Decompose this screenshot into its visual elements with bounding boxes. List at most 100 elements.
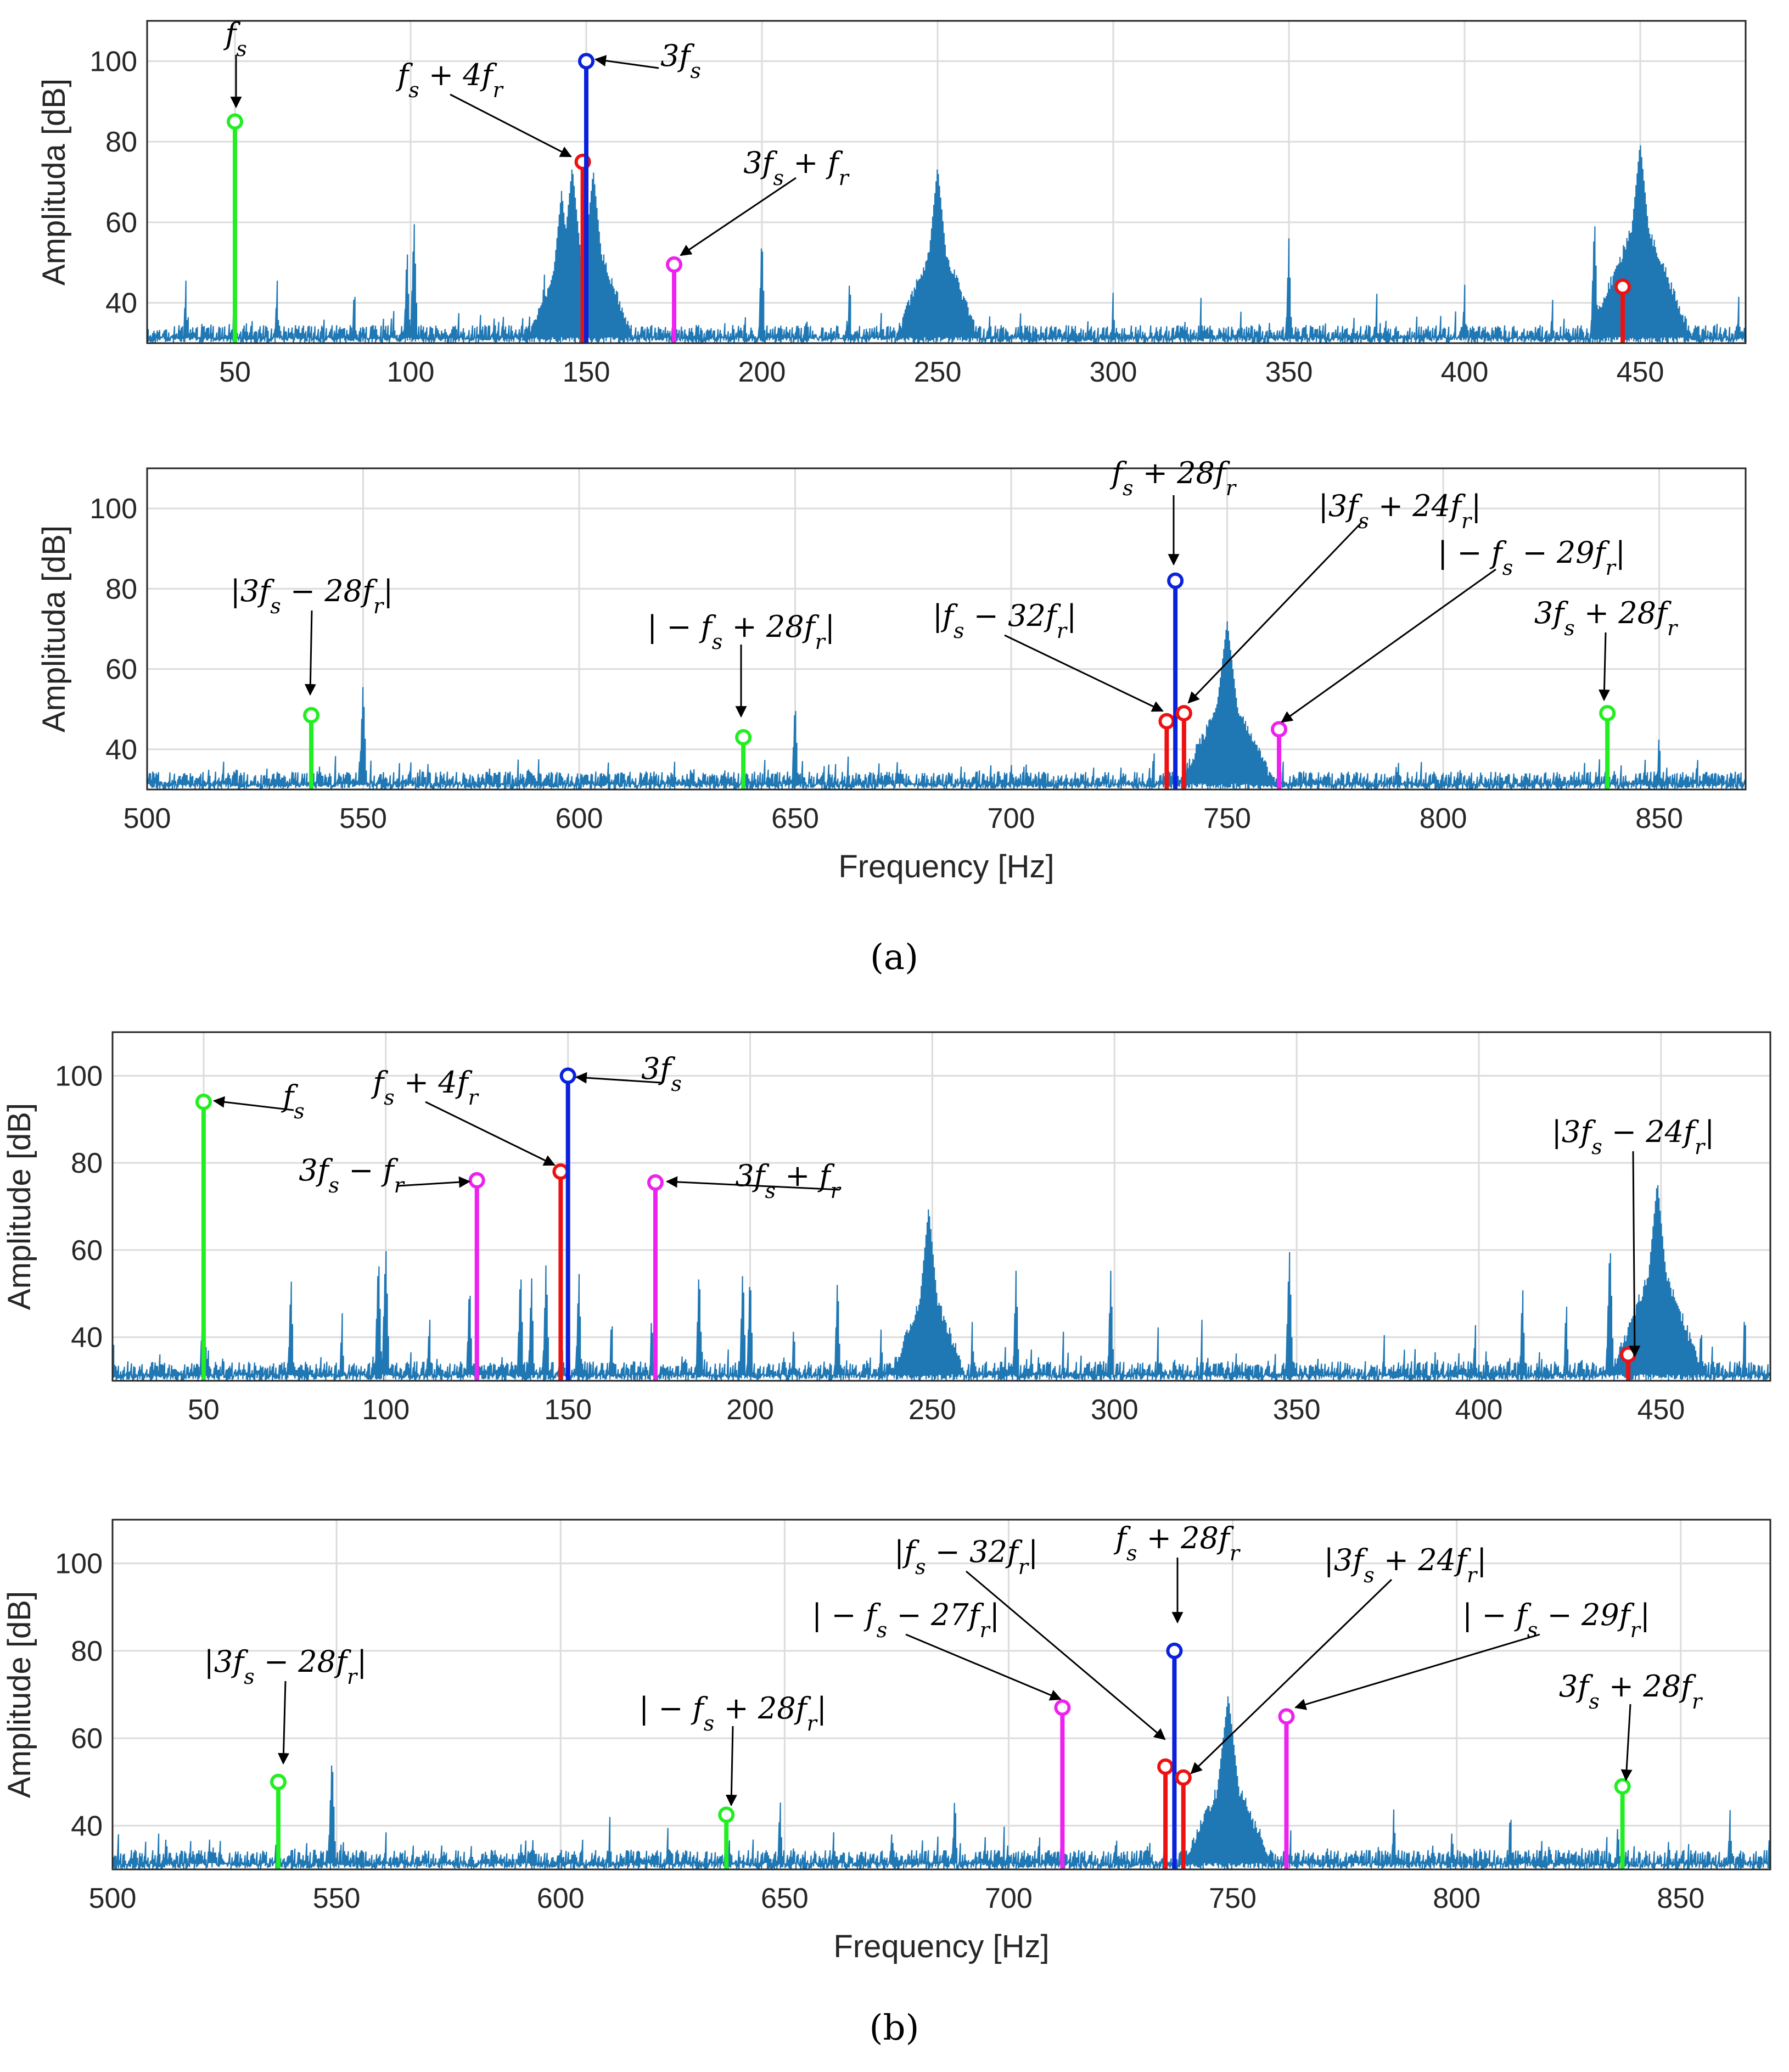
x-tick-label: 50 — [219, 356, 251, 388]
x-tick-label: 600 — [537, 1883, 585, 1914]
annotation-label: | − fs − 27fr| — [812, 1598, 1000, 1642]
caption-a: (a) — [870, 937, 918, 978]
x-tick-label: 550 — [339, 803, 387, 835]
stem-marker — [468, 1172, 485, 1189]
stem-marker — [1157, 1758, 1174, 1775]
stem-marker — [647, 1174, 664, 1191]
x-tick-label: 300 — [1091, 1394, 1139, 1426]
y-tick-label: 40 — [71, 1810, 103, 1842]
annotation-arrow — [905, 1633, 1062, 1701]
x-tick-label: 850 — [1657, 1883, 1704, 1914]
annotation-label: | − fs + 28fr| — [639, 1691, 827, 1735]
x-tick-label: 150 — [544, 1394, 592, 1426]
x-tick-label: 550 — [313, 1883, 361, 1914]
y-tick-label: 80 — [71, 1147, 103, 1179]
annotation-arrow — [665, 1176, 840, 1191]
x-axis-label: Frequency [Hz] — [838, 849, 1054, 884]
stem-marker — [303, 707, 320, 724]
annotation-label: |fs − 32fr| — [933, 598, 1076, 643]
y-tick-label: 100 — [89, 493, 137, 525]
stem-marker — [1054, 1699, 1071, 1716]
annotation-arrow — [680, 177, 797, 256]
annotation-arrow — [1629, 1151, 1641, 1358]
stem-marker — [1599, 705, 1616, 722]
stem-marker — [552, 1163, 569, 1180]
annotation-arrow — [1187, 522, 1362, 704]
y-tick-label: 40 — [71, 1322, 103, 1354]
y-tick-label: 40 — [105, 288, 137, 320]
annotation-label: | − fs − 29fr| — [1438, 535, 1625, 580]
y-tick-label: 80 — [71, 1636, 103, 1667]
x-tick-label: 850 — [1635, 803, 1683, 835]
annotation-arrow — [304, 610, 316, 696]
y-axis-label: Amplitude [dB] — [2, 1591, 37, 1798]
y-tick-label: 60 — [71, 1723, 103, 1755]
annotation-arrow — [1004, 634, 1164, 712]
stem-marker — [1175, 1769, 1192, 1786]
stem-marker — [1614, 1778, 1631, 1795]
x-tick-label: 650 — [771, 803, 819, 835]
annotation-arrow — [425, 1101, 556, 1166]
annotation-arrow — [450, 93, 572, 158]
x-tick-label: 150 — [563, 356, 610, 388]
x-tick-label: 700 — [988, 803, 1035, 835]
annotation-label: 3fs + 28fr — [1559, 1669, 1703, 1713]
spectrum-line — [111, 1185, 1771, 1381]
annotation-label: 3fs − fr — [299, 1153, 405, 1197]
stem-marker — [1614, 278, 1631, 295]
annotation-label: |3fs − 28fr| — [231, 574, 394, 618]
stem-marker — [1278, 1708, 1295, 1725]
stem-marker — [1167, 572, 1184, 589]
x-tick-label: 800 — [1420, 803, 1467, 835]
spectrum-line — [111, 1696, 1771, 1870]
stem-marker — [1620, 1346, 1637, 1363]
panel-a-bottom-chart: 500 550 600 650 700 750 800 850 40 60 80 100 Amplitu… — [36, 456, 1747, 884]
annotation-arrow — [1598, 632, 1610, 702]
annotation-arrow — [575, 1072, 662, 1084]
annotation-label: 3fs — [660, 38, 701, 83]
annotation-label: 3fs + 28fr — [1534, 596, 1679, 640]
annotation-label: | − fs + 28fr| — [647, 609, 835, 654]
annotation-label: |3fs + 24fr| — [1324, 1543, 1487, 1587]
y-tick-label: 100 — [55, 1060, 103, 1092]
annotation-label: 3fs — [641, 1051, 682, 1096]
spectrum-line — [146, 621, 1747, 790]
annotation-arrow — [212, 1096, 294, 1111]
annotation-arrow — [725, 1726, 737, 1807]
y-tick-label: 60 — [105, 207, 137, 239]
stem-marker — [195, 1094, 212, 1110]
annotation-arrow — [1294, 1633, 1540, 1710]
annotation-label: | − fs − 29fr| — [1462, 1598, 1650, 1642]
stem-marker — [559, 1067, 576, 1084]
stem-marker — [578, 53, 595, 70]
x-tick-label: 300 — [1090, 356, 1137, 388]
panel-b-bottom-chart: 500 550 600 650 700 750 800 850 40 60 80 100 Amplitu… — [2, 1519, 1771, 1964]
axes-frame — [111, 1031, 1771, 1382]
x-tick-label: 650 — [761, 1883, 809, 1914]
y-axis-label: Amplituda [dB] — [36, 525, 72, 732]
y-axis-label: Amplituda [dB] — [36, 79, 72, 285]
x-tick-label: 250 — [914, 356, 962, 388]
x-tick-label: 600 — [556, 803, 603, 835]
annotation-label: |3fs − 28fr| — [204, 1644, 367, 1689]
caption-b: (b) — [870, 2008, 919, 2048]
stem-marker — [1158, 713, 1175, 730]
panel-a-top-chart: 50 100 150 200 250 300 350 400 450 40 60 80 100 Ampli… — [36, 16, 1747, 388]
y-axis-label: Amplitude [dB] — [2, 1103, 37, 1310]
annotation-label: fs + 28fr — [1109, 456, 1237, 500]
y-tick-label: 40 — [105, 734, 137, 766]
y-tick-label: 60 — [105, 654, 137, 686]
annotation-arrow — [278, 1681, 290, 1765]
stem-marker — [1166, 1642, 1183, 1659]
stem-marker — [270, 1773, 287, 1790]
x-tick-label: 500 — [89, 1883, 137, 1914]
y-tick-label: 100 — [89, 46, 137, 77]
stem-marker — [718, 1806, 735, 1823]
axes-frame — [146, 467, 1747, 791]
x-tick-label: 200 — [726, 1394, 774, 1426]
y-tick-label: 100 — [55, 1548, 103, 1580]
x-tick-label: 200 — [738, 356, 786, 388]
stem-marker — [666, 256, 682, 273]
annotation-label: 3fs + fr — [735, 1158, 842, 1203]
